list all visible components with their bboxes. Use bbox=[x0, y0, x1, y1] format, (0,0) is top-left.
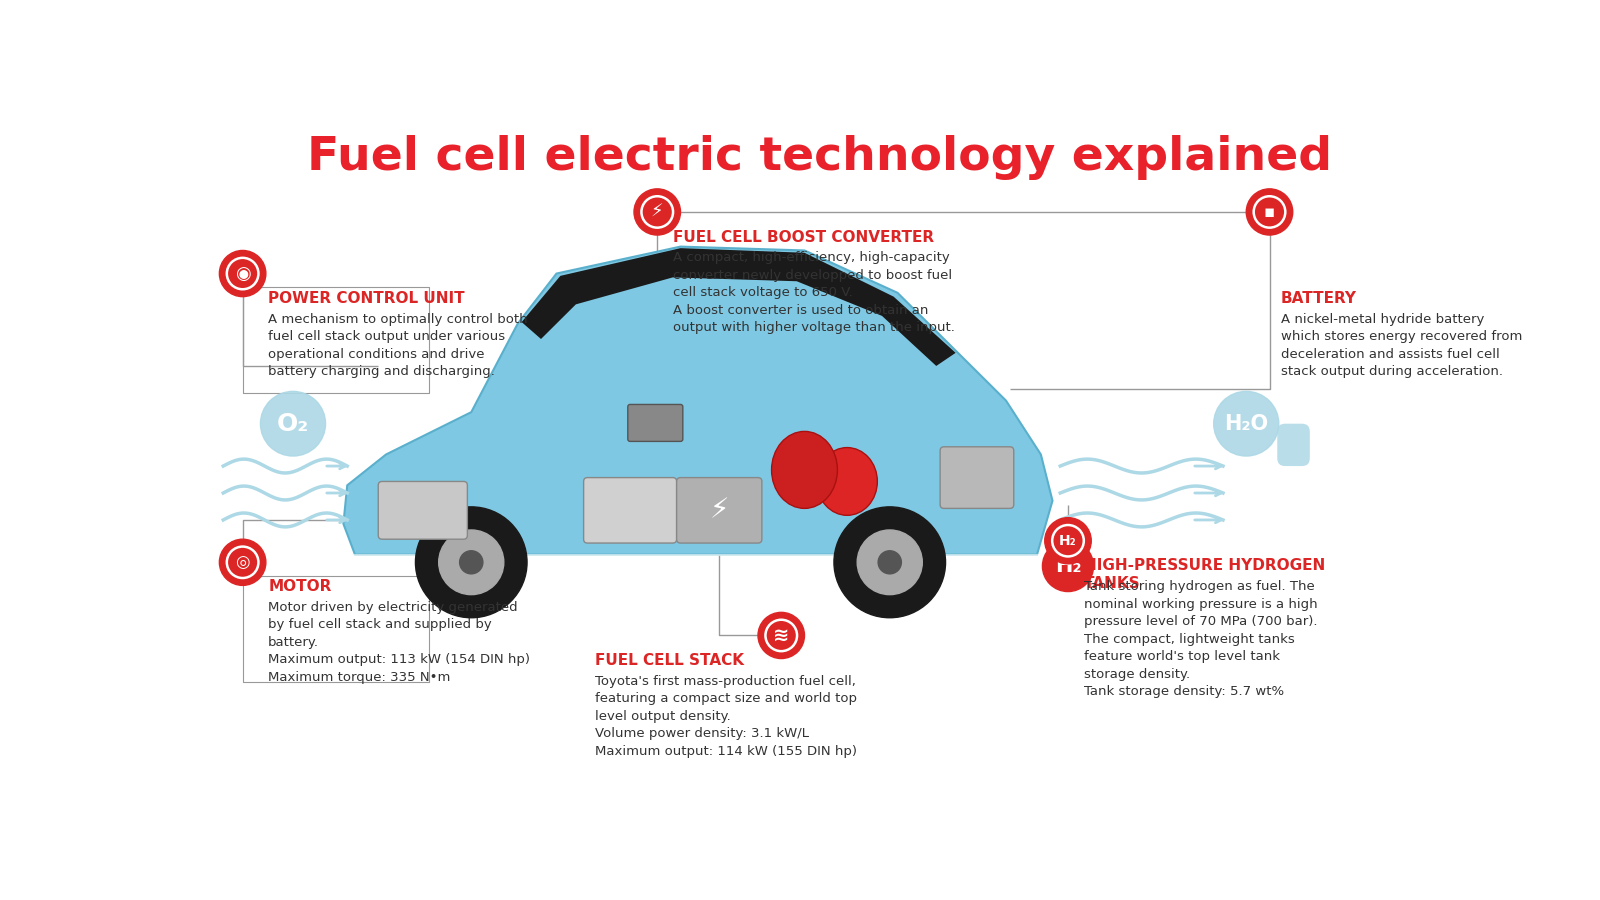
FancyBboxPatch shape bbox=[378, 482, 467, 539]
Ellipse shape bbox=[818, 447, 877, 516]
Circle shape bbox=[858, 530, 922, 595]
Text: HIGH-PRESSURE HYDROGEN
TANKS: HIGH-PRESSURE HYDROGEN TANKS bbox=[1083, 558, 1325, 591]
Text: FUEL CELL STACK: FUEL CELL STACK bbox=[595, 653, 744, 668]
Text: H₂O: H₂O bbox=[1224, 414, 1269, 434]
Circle shape bbox=[834, 507, 946, 617]
Circle shape bbox=[1043, 541, 1093, 591]
Text: FUEL CELL BOOST CONVERTER: FUEL CELL BOOST CONVERTER bbox=[672, 230, 934, 245]
Text: ◎: ◎ bbox=[235, 554, 250, 572]
Circle shape bbox=[219, 539, 266, 585]
Text: A mechanism to optimally control both
fuel cell stack output under various
opera: A mechanism to optimally control both fu… bbox=[269, 313, 528, 378]
Text: BATTERY: BATTERY bbox=[1282, 292, 1357, 306]
Ellipse shape bbox=[771, 431, 837, 508]
Polygon shape bbox=[344, 247, 1053, 554]
Polygon shape bbox=[522, 248, 955, 366]
Circle shape bbox=[1214, 392, 1278, 456]
FancyBboxPatch shape bbox=[584, 478, 677, 543]
Text: ▪: ▪ bbox=[1264, 202, 1275, 220]
Circle shape bbox=[1045, 518, 1091, 563]
Text: Motor driven by electricity generated
by fuel cell stack and supplied by
battery: Motor driven by electricity generated by… bbox=[269, 601, 530, 684]
Text: POWER CONTROL UNIT: POWER CONTROL UNIT bbox=[269, 292, 466, 306]
Circle shape bbox=[878, 551, 901, 574]
Circle shape bbox=[459, 551, 483, 574]
Text: H₂: H₂ bbox=[1054, 556, 1082, 576]
Circle shape bbox=[1246, 189, 1293, 235]
FancyBboxPatch shape bbox=[941, 446, 1014, 508]
Text: ⚡: ⚡ bbox=[709, 497, 730, 525]
Text: MOTOR: MOTOR bbox=[269, 580, 331, 594]
Circle shape bbox=[416, 507, 526, 617]
Text: A compact, high-efficiency, high-capacity
converter newly developped to boost fu: A compact, high-efficiency, high-capacit… bbox=[672, 251, 955, 334]
Circle shape bbox=[261, 392, 325, 456]
Circle shape bbox=[634, 189, 680, 235]
FancyBboxPatch shape bbox=[1277, 424, 1310, 466]
Text: Fuel cell electric technology explained: Fuel cell electric technology explained bbox=[307, 135, 1333, 180]
Text: ⚡: ⚡ bbox=[651, 202, 664, 220]
Text: Toyota's first mass-production fuel cell,
featuring a compact size and world top: Toyota's first mass-production fuel cell… bbox=[595, 675, 858, 758]
Text: H₂: H₂ bbox=[1059, 534, 1077, 548]
Circle shape bbox=[758, 612, 805, 659]
Text: Tank storing hydrogen as fuel. The
nominal working pressure is a high
pressure l: Tank storing hydrogen as fuel. The nomin… bbox=[1083, 580, 1317, 698]
Circle shape bbox=[219, 250, 266, 297]
Text: A nickel-metal hydride battery
which stores energy recovered from
deceleration a: A nickel-metal hydride battery which sto… bbox=[1282, 313, 1523, 378]
Text: ◉: ◉ bbox=[235, 265, 251, 283]
Text: O₂: O₂ bbox=[277, 411, 309, 436]
Circle shape bbox=[438, 530, 504, 595]
FancyBboxPatch shape bbox=[627, 404, 683, 441]
FancyBboxPatch shape bbox=[677, 478, 762, 543]
Text: ≋: ≋ bbox=[773, 626, 789, 645]
